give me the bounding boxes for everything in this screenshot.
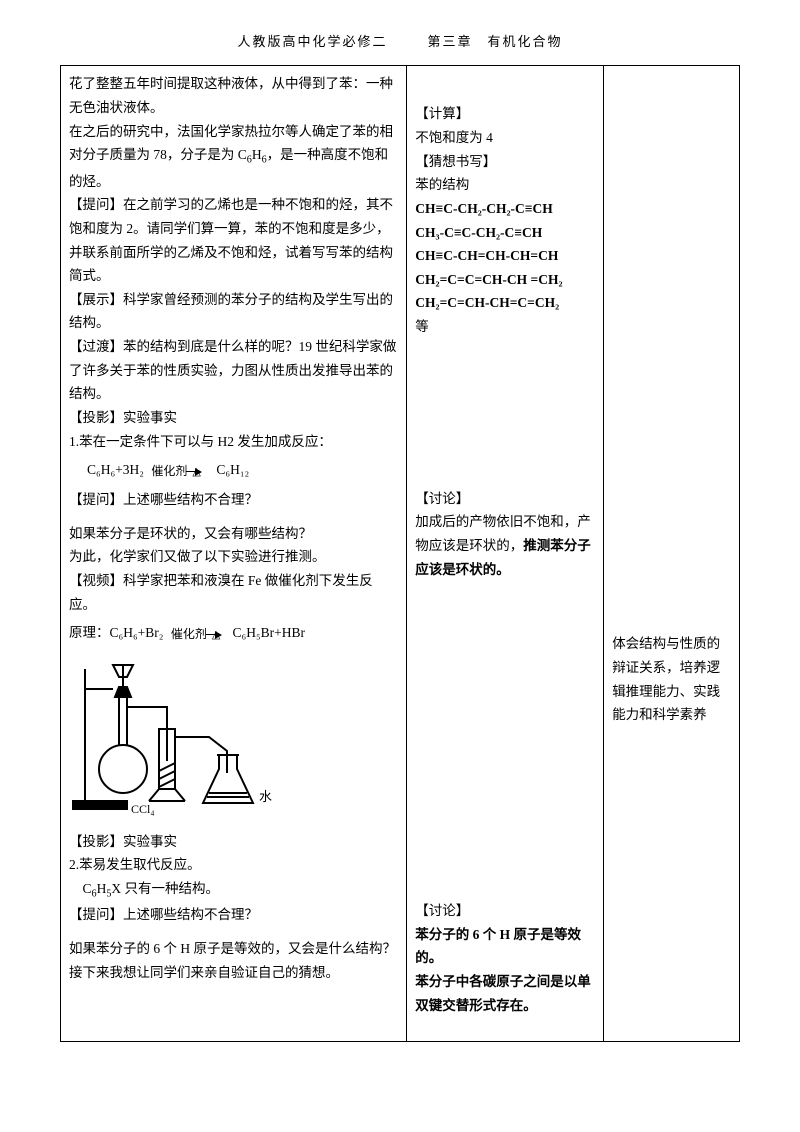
column-objective: 体会结构与性质的辩证关系，培养逻辑推理能力、实践能力和科学素养 xyxy=(604,66,740,1042)
header-right: 第三章 有机化合物 xyxy=(428,34,563,49)
content-table: 花了整整五年时间提取这种液体，从中得到了苯：一种无色油状液体。 在之后的研究中，… xyxy=(60,65,740,1042)
para-question: 【提问】在之前学习的乙烯也是一种不饱和的烃，其不饱和度为 2。请同学们算一算，苯… xyxy=(69,193,398,288)
structure: CH₂=C=CH-CH=C=CH₂ xyxy=(415,291,595,315)
structure-etc: 等 xyxy=(415,315,595,339)
para: 接下来我想让同学们来亲自验证自己的猜想。 xyxy=(69,961,398,985)
calc-heading: 【计算】 xyxy=(415,102,595,126)
column-teacher: 花了整整五年时间提取这种液体，从中得到了苯：一种无色油状液体。 在之后的研究中，… xyxy=(61,66,407,1042)
page-header: 人教版高中化学必修二 第三章 有机化合物 xyxy=(60,30,740,53)
label-ccl4: CCl₄ xyxy=(131,802,155,816)
structure: CH₂=C=C=CH-CH =CH₂ xyxy=(415,268,595,292)
para-video: 【视频】科学家把苯和液溴在 Fe 做催化剂下发生反应。 xyxy=(69,569,398,616)
discuss-text: 苯分子中各碳原子之间是以单双键交替形式存在。 xyxy=(415,970,595,1017)
discuss-text: 苯分子的 6 个 H 原子是等效的。 xyxy=(415,923,595,970)
apparatus-diagram: CCl₄ 水 xyxy=(69,651,398,824)
objective-text: 体会结构与性质的辩证关系，培养逻辑推理能力、实践能力和科学素养 xyxy=(612,632,731,727)
para-show: 【展示】科学家曾经预测的苯分子的结构及学生写出的结构。 xyxy=(69,288,398,335)
label-water: 水 xyxy=(259,789,272,804)
para-question: 【提问】上述哪些结构不合理？ xyxy=(69,903,398,927)
header-left: 人教版高中化学必修二 xyxy=(237,34,387,49)
structure: CH₃-C≡C-CH₂-C≡CH xyxy=(415,221,595,245)
discuss-text: 加成后的产物依旧不饱和，产物应该是环状的，推测苯分子应该是环状的。 xyxy=(415,510,595,581)
para: 在之后的研究中，法国化学家热拉尔等人确定了苯的相对分子质量为 78，分子是为 C… xyxy=(69,120,398,194)
para: 花了整整五年时间提取这种液体，从中得到了苯：一种无色油状液体。 xyxy=(69,72,398,119)
equation-2: 原理：C₆H₆+Br₂ 催化剂 △ C₆H₅Br+HBr xyxy=(69,624,398,643)
guess-heading: 【猜想书写】 xyxy=(415,150,595,174)
para: 2.苯易发生取代反应。 xyxy=(69,853,398,877)
discuss-heading: 【讨论】 xyxy=(415,487,595,511)
structure: CH≡C-CH=CH-CH=CH xyxy=(415,244,595,268)
column-student: 【计算】 不饱和度为 4 【猜想书写】 苯的结构 CH≡C-CH₂-CH₂-C≡… xyxy=(407,66,604,1042)
para: 为此，化学家们又做了以下实验进行推测。 xyxy=(69,545,398,569)
para: 如果苯分子的 6 个 H 原子是等效的，又会是什么结构？ xyxy=(69,937,398,961)
discuss-heading: 【讨论】 xyxy=(415,899,595,923)
para-transition: 【过渡】苯的结构到底是什么样的呢？19 世纪科学家做了许多关于苯的性质实验，力图… xyxy=(69,335,398,406)
structure: CH≡C-CH₂-CH₂-C≡CH xyxy=(415,197,595,221)
guess-title: 苯的结构 xyxy=(415,173,595,197)
para: C6H5X 只有一种结构。 xyxy=(69,877,398,903)
para-project: 【投影】实验事实 xyxy=(69,406,398,430)
equation-1: C₆H₆+3H₂ 催化剂 △ C₆H₁₂ xyxy=(87,461,398,480)
para-project: 【投影】实验事实 xyxy=(69,830,398,854)
calc-value: 不饱和度为 4 xyxy=(415,126,595,150)
para: 1.苯在一定条件下可以与 H2 发生加成反应： xyxy=(69,430,398,454)
para-question: 【提问】上述哪些结构不合理？ xyxy=(69,488,398,512)
para: 如果苯分子是环状的，又会有哪些结构？ xyxy=(69,522,398,546)
